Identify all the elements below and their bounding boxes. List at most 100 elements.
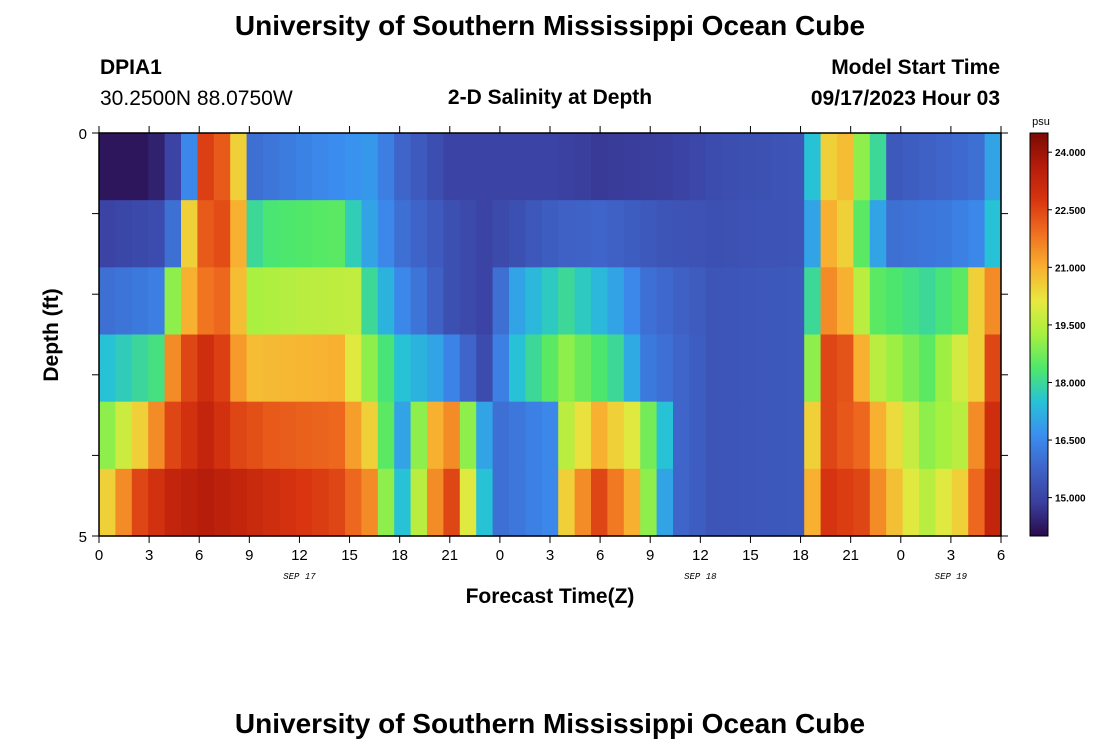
- heatmap-cell: [361, 200, 379, 268]
- model-start-time: 09/17/2023 Hour 03: [810, 87, 1000, 110]
- page-title: University of Southern Mississippi Ocean…: [234, 10, 866, 41]
- heatmap-cell: [968, 468, 986, 537]
- heatmap-cell: [246, 200, 264, 268]
- heatmap-cell: [443, 468, 461, 537]
- heatmap-cell: [984, 401, 1002, 470]
- heatmap-cell: [410, 468, 428, 537]
- heatmap-cell: [771, 334, 789, 403]
- heatmap-cell: [722, 200, 740, 268]
- heatmap-cell: [131, 200, 149, 268]
- heatmap-cell: [869, 200, 887, 268]
- x-tick-label: 6: [997, 547, 1005, 564]
- heatmap-cell: [804, 133, 822, 201]
- heatmap-cell: [902, 267, 920, 336]
- colorbar-tick-label: 16.500: [1055, 436, 1086, 447]
- heatmap-cell: [837, 334, 854, 403]
- heatmap-cell: [509, 334, 526, 403]
- heatmap-cell: [131, 133, 149, 201]
- heatmap-cell: [148, 200, 166, 268]
- heatmap-cell: [804, 468, 822, 537]
- heatmap-cell: [886, 200, 904, 268]
- heatmap-cell: [279, 133, 297, 201]
- heatmap-cell: [99, 468, 116, 537]
- heatmap-cell: [804, 200, 822, 268]
- heatmap-cell: [377, 133, 395, 201]
- heatmap-cell: [345, 401, 362, 470]
- x-axis: 0 3 6 9 12 15 18 21 0 3 6 9 12 15 18 21 0 3 6 SEP 17 SEP 18 S…: [95, 126, 1005, 582]
- heatmap-cell: [115, 334, 133, 403]
- heatmap-cell: [591, 133, 608, 201]
- heatmap-cell: [295, 401, 313, 470]
- heatmap-cell: [361, 334, 379, 403]
- heatmap-cell: [541, 267, 559, 336]
- heatmap-cell: [689, 267, 707, 336]
- heatmap-cell: [295, 267, 313, 336]
- x-tick-label: 12: [692, 547, 709, 564]
- heatmap-cell: [804, 334, 822, 403]
- heatmap-cell: [246, 401, 264, 470]
- heatmap-cell: [689, 468, 707, 537]
- heatmap-cell: [771, 133, 789, 201]
- heatmap-cell: [164, 401, 182, 470]
- plot-title: 2-D Salinity at Depth: [447, 86, 653, 109]
- heatmap-cell: [459, 334, 477, 403]
- heatmap-cell: [968, 334, 986, 403]
- heatmap-cell: [591, 200, 608, 268]
- heatmap-cell: [787, 200, 805, 268]
- heatmap-cell: [443, 267, 461, 336]
- heatmap-cell: [689, 200, 707, 268]
- heatmap-cell: [181, 200, 198, 268]
- heatmap-cell: [673, 401, 690, 470]
- heatmap-cell: [361, 133, 379, 201]
- heatmap-cell: [541, 133, 559, 201]
- heatmap-cell: [771, 267, 789, 336]
- heatmap-cell: [148, 468, 166, 537]
- x-tick-label: 6: [596, 547, 604, 564]
- heatmap-cell: [804, 401, 822, 470]
- heatmap-cell: [837, 267, 854, 336]
- heatmap-cell: [377, 200, 395, 268]
- heatmap-cell: [853, 334, 871, 403]
- heatmap-cell: [131, 267, 149, 336]
- heatmap-cell: [361, 468, 379, 537]
- heatmap-cell: [902, 334, 920, 403]
- heatmap-cell: [213, 133, 231, 201]
- heatmap-cell: [345, 468, 362, 537]
- heatmap-cell: [656, 267, 674, 336]
- heatmap-cell: [443, 334, 461, 403]
- heatmap-cell: [263, 401, 280, 470]
- heatmap-cell: [131, 401, 149, 470]
- heatmap-cell: [410, 200, 428, 268]
- heatmap-cell: [509, 267, 526, 336]
- heatmap-cell: [197, 334, 215, 403]
- heatmap-cell: [443, 133, 461, 201]
- colorbar-tick-label: 21.000: [1055, 263, 1086, 274]
- heatmap-cell: [771, 468, 789, 537]
- heatmap-cell: [181, 468, 198, 537]
- heatmap-cell: [394, 133, 412, 201]
- heatmap-cell: [771, 200, 789, 268]
- heatmap-cell: [492, 468, 510, 537]
- heatmap-cell: [312, 200, 330, 268]
- heatmap-cell: [476, 267, 494, 336]
- heatmap-cell: [263, 133, 280, 201]
- heatmap-cell: [935, 401, 953, 470]
- heatmap-cell: [853, 133, 871, 201]
- heatmap-cell: [328, 267, 346, 336]
- heatmap-cell: [787, 401, 805, 470]
- heatmap-cell: [213, 200, 231, 268]
- heatmap-cell: [295, 334, 313, 403]
- heatmap-cell: [574, 267, 592, 336]
- heatmap-cell: [640, 334, 658, 403]
- heatmap-cell: [738, 133, 756, 201]
- x-tick-label: 9: [646, 547, 654, 564]
- colorbar-unit: psu: [1032, 116, 1050, 128]
- heatmap-cell: [525, 133, 543, 201]
- heatmap-cell: [705, 200, 723, 268]
- heatmap-cell: [164, 200, 182, 268]
- heatmap-cell: [181, 133, 198, 201]
- heatmap-cell: [492, 334, 510, 403]
- heatmap-cell: [377, 401, 395, 470]
- x-tick-label: 0: [496, 547, 504, 564]
- heatmap-cell: [197, 133, 215, 201]
